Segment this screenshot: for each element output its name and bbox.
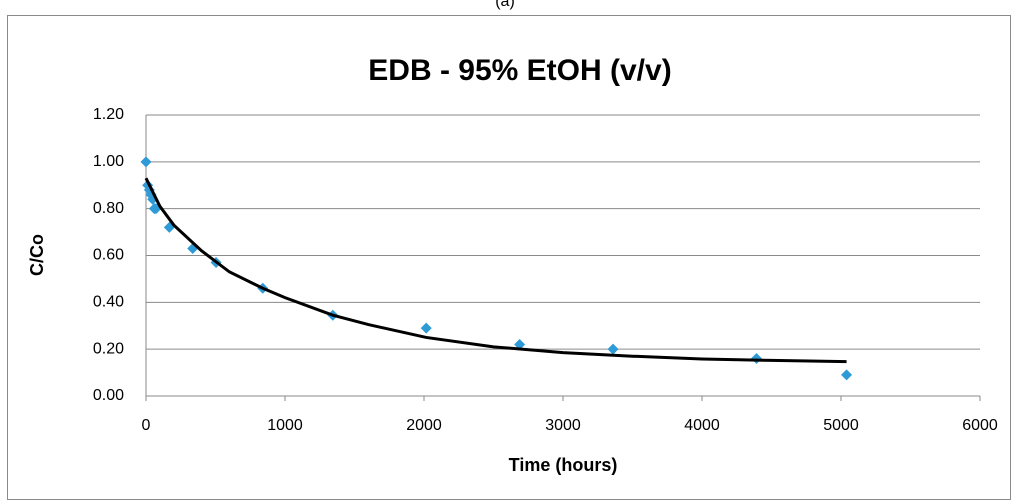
x-tick-label: 4000 xyxy=(684,417,720,434)
data-point xyxy=(420,322,432,334)
x-axis-label: Time (hours) xyxy=(509,455,618,475)
x-tick-label: 1000 xyxy=(267,417,303,434)
y-tick-label: 0.40 xyxy=(93,294,124,311)
y-tick-label: 0.00 xyxy=(93,387,124,404)
x-tick-label: 6000 xyxy=(962,417,998,434)
y-tick-label: 0.80 xyxy=(93,200,124,217)
x-tick-label: 2000 xyxy=(406,417,442,434)
x-tick-label: 0 xyxy=(142,417,151,434)
x-tick-label: 3000 xyxy=(545,417,581,434)
y-tick-label: 0.60 xyxy=(93,247,124,264)
fit-curve xyxy=(144,177,847,364)
caption: (a) xyxy=(495,0,515,10)
data-point xyxy=(140,156,152,168)
data-point xyxy=(607,343,619,355)
data-point xyxy=(841,369,853,381)
chart-title: EDB - 95% EtOH (v/v) xyxy=(368,54,671,87)
y-tick-label: 1.00 xyxy=(93,153,124,170)
y-tick-label: 1.20 xyxy=(93,106,124,123)
x-tick-label: 5000 xyxy=(823,417,859,434)
y-axis-label: C/Co xyxy=(27,234,47,276)
y-tick-label: 0.20 xyxy=(93,340,124,357)
chart-border xyxy=(7,15,1011,500)
data-point xyxy=(514,338,526,350)
